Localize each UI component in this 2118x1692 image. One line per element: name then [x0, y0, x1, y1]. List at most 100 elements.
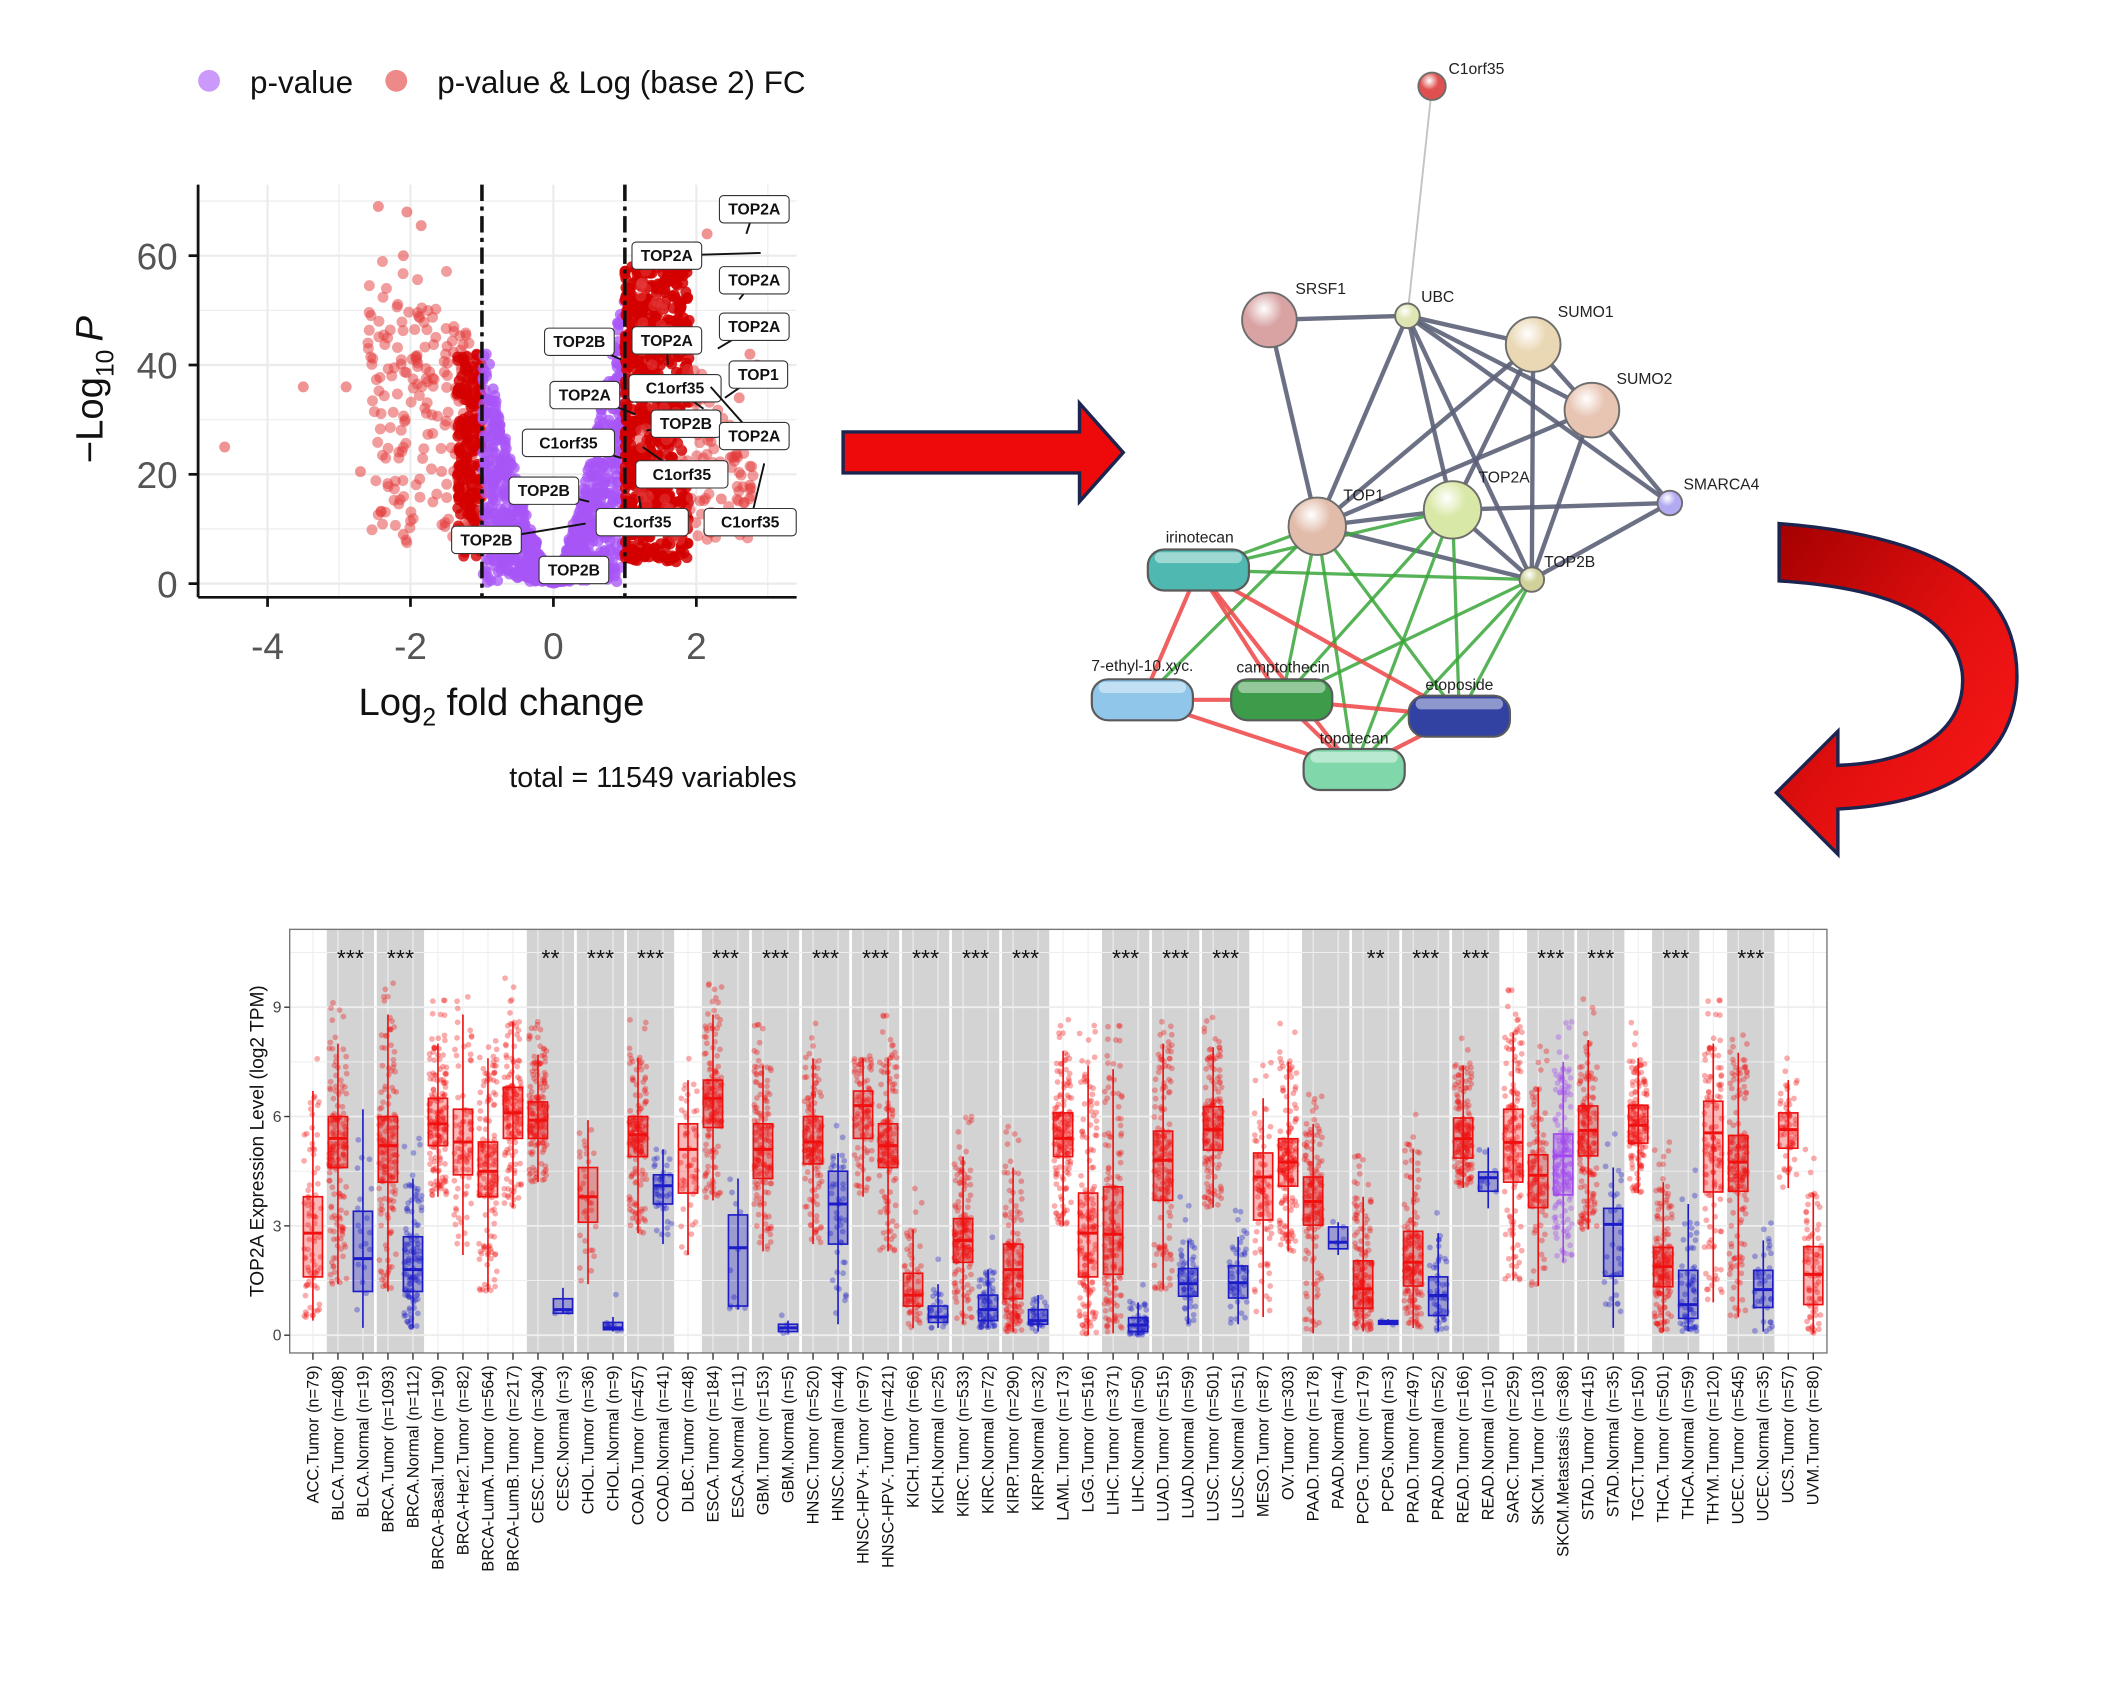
volcano-point — [376, 256, 388, 267]
jitter-point — [454, 1019, 461, 1026]
jitter-point — [452, 1221, 459, 1228]
volcano-point — [391, 301, 403, 313]
jitter-point — [690, 1081, 697, 1088]
node-label: SRSF1 — [1295, 281, 1346, 298]
jitter-point — [591, 1253, 597, 1260]
x-tick-label: 0 — [543, 626, 564, 667]
jitter-point — [340, 1253, 346, 1260]
jitter-point — [455, 1094, 461, 1101]
volcano-point — [453, 491, 465, 503]
gene-label: TOP2B — [518, 483, 570, 500]
node-label: SUMO2 — [1617, 371, 1673, 388]
jitter-point — [686, 1055, 692, 1062]
jitter-point — [414, 1310, 421, 1317]
jitter-point — [431, 1182, 437, 1189]
jitter-point — [436, 1045, 442, 1052]
jitter-point — [327, 1227, 334, 1234]
jitter-point — [476, 1125, 483, 1132]
volcano-point — [395, 354, 407, 366]
jitter-point — [577, 1265, 583, 1271]
jitter-point — [664, 1162, 670, 1169]
jitter-point — [534, 1094, 540, 1100]
jitter-point — [828, 1164, 835, 1171]
volcano-point — [611, 357, 623, 369]
volcano-point — [638, 551, 650, 563]
volcano-point — [403, 306, 415, 318]
volcano-point — [375, 506, 387, 518]
jitter-point — [761, 1200, 768, 1207]
jitter-point — [836, 1286, 842, 1292]
jitter-point — [856, 1183, 863, 1190]
jitter-point — [454, 1185, 461, 1192]
volcano-point — [462, 364, 474, 376]
volcano-point — [354, 466, 366, 478]
jitter-point — [402, 1312, 409, 1319]
volcano-point — [744, 460, 756, 472]
jitter-point — [807, 1196, 813, 1203]
jitter-point — [801, 1074, 808, 1081]
node-label: 7-ethyl-10.xyc. — [1091, 658, 1193, 675]
jitter-point — [409, 1172, 416, 1179]
jitter-point — [390, 1198, 397, 1205]
volcano-point — [373, 385, 385, 397]
jitter-point — [316, 1301, 323, 1308]
jitter-point — [505, 1186, 512, 1192]
jitter-point — [493, 1268, 500, 1275]
chemical-node-highlight — [1098, 682, 1187, 693]
jitter-point — [661, 1149, 667, 1155]
jitter-point — [453, 1194, 459, 1200]
volcano-point — [377, 291, 389, 303]
jitter-point — [764, 1064, 771, 1071]
jitter-point — [342, 1244, 349, 1250]
box-iqr — [802, 1115, 824, 1165]
gene-label: C1orf35 — [653, 467, 712, 484]
jitter-point — [516, 1018, 523, 1025]
jitter-point — [688, 1231, 695, 1237]
jitter-point — [542, 1168, 548, 1175]
volcano-point — [407, 373, 419, 385]
jitter-point — [754, 1181, 760, 1188]
volcano-point — [384, 422, 396, 434]
jitter-point — [802, 1054, 809, 1061]
jitter-point — [764, 1110, 770, 1117]
network-edge-protein-protein — [1529, 344, 1536, 580]
jitter-point — [840, 1259, 847, 1266]
node-label: TOP1 — [1343, 487, 1384, 504]
volcano-point — [454, 460, 465, 472]
volcano-point — [389, 519, 401, 531]
jitter-point — [431, 1158, 438, 1165]
jitter-point — [427, 1075, 434, 1082]
jitter-point — [518, 1182, 524, 1188]
volcano-point — [673, 440, 685, 452]
jitter-point — [306, 1182, 313, 1188]
volcano-point — [583, 501, 595, 513]
volcano-point — [374, 423, 386, 435]
jitter-point — [631, 1201, 638, 1208]
jitter-point — [505, 1167, 511, 1174]
curved-arrow-icon — [1773, 521, 2019, 859]
jitter-point — [703, 1141, 709, 1148]
volcano-point — [430, 303, 442, 315]
jitter-point — [854, 1170, 861, 1177]
box-iqr — [827, 1170, 849, 1245]
volcano-point — [397, 528, 409, 540]
box-iqr — [377, 1115, 399, 1183]
volcano-point — [496, 552, 507, 564]
jitter-point — [527, 1149, 534, 1156]
jitter-point — [464, 1241, 470, 1247]
jitter-point — [336, 1007, 343, 1013]
volcano-point — [584, 458, 596, 470]
jitter-point — [764, 1246, 771, 1252]
volcano-point — [699, 492, 711, 504]
jitter-point — [507, 998, 514, 1005]
box-iqr — [652, 1174, 674, 1205]
jitter-point — [442, 1178, 449, 1185]
jitter-point — [343, 1183, 350, 1190]
expression-boxplot: *** *** ** *** *** *** *** *** *** *** *** *** *** **… — [248, 928, 1828, 1572]
jitter-point — [442, 1037, 448, 1044]
jitter-point — [812, 1020, 819, 1027]
jitter-point — [751, 1201, 758, 1208]
jitter-point — [463, 1214, 470, 1221]
legend-label-pvalue-fc: p-value & Log (base 2) FC — [437, 65, 805, 100]
jitter-point — [455, 1215, 462, 1221]
